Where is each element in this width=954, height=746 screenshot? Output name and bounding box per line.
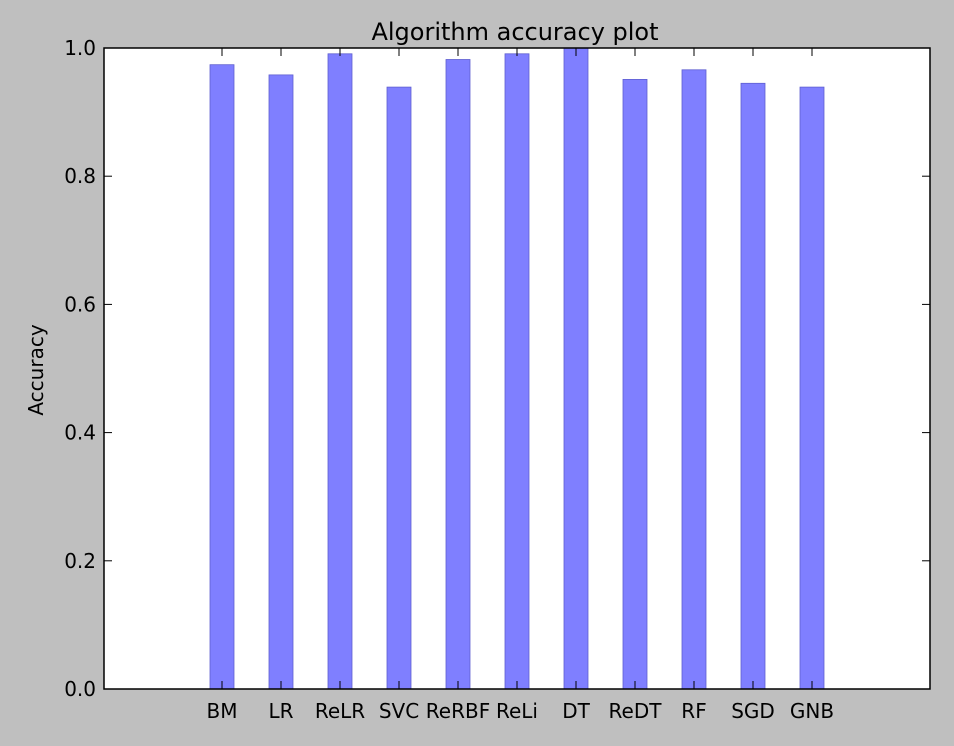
x-tick-label: BM	[207, 699, 238, 723]
x-tick-label: ReRBF	[426, 699, 490, 723]
plot-frame	[103, 47, 931, 690]
x-tick-label: LR	[268, 699, 293, 723]
bar-lr	[268, 74, 294, 690]
y-tick-label: 0.8	[64, 164, 96, 188]
bar-sgd	[740, 82, 766, 690]
x-tick-label: SVC	[379, 699, 419, 723]
bar-redt	[622, 79, 648, 690]
y-axis-ticks: 0.0 0.2 0.4 0.6 0.8 1.0	[64, 36, 930, 701]
bar-gnb	[799, 86, 825, 690]
x-tick-label: ReLR	[315, 699, 365, 723]
x-tick-label: ReDT	[609, 699, 663, 723]
chart-title: Algorithm accuracy plot	[371, 18, 658, 46]
x-axis-ticks: BM LR ReLR SVC ReRBF ReLi DT ReDT RF SGD GNB	[207, 48, 834, 723]
x-tick-label: ReLi	[496, 699, 538, 723]
bar-bm	[209, 64, 235, 690]
y-tick-label: 0.0	[64, 677, 96, 701]
y-tick-label: 1.0	[64, 36, 96, 60]
x-tick-label: GNB	[790, 699, 834, 723]
bar-rf	[681, 69, 707, 690]
bar-dt	[563, 47, 589, 690]
y-tick-label: 0.4	[64, 421, 96, 445]
bar-reli	[504, 53, 530, 690]
y-tick-label: 0.2	[64, 549, 96, 573]
bar-group	[209, 47, 825, 690]
bar-relr	[327, 53, 353, 690]
bar-rerbf	[445, 59, 471, 690]
x-tick-label: RF	[681, 699, 706, 723]
x-tick-label: DT	[562, 699, 590, 723]
bar-svc	[386, 86, 412, 690]
x-tick-label: SGD	[731, 699, 775, 723]
y-tick-label: 0.6	[64, 292, 96, 316]
y-axis-label: Accuracy	[24, 324, 48, 415]
